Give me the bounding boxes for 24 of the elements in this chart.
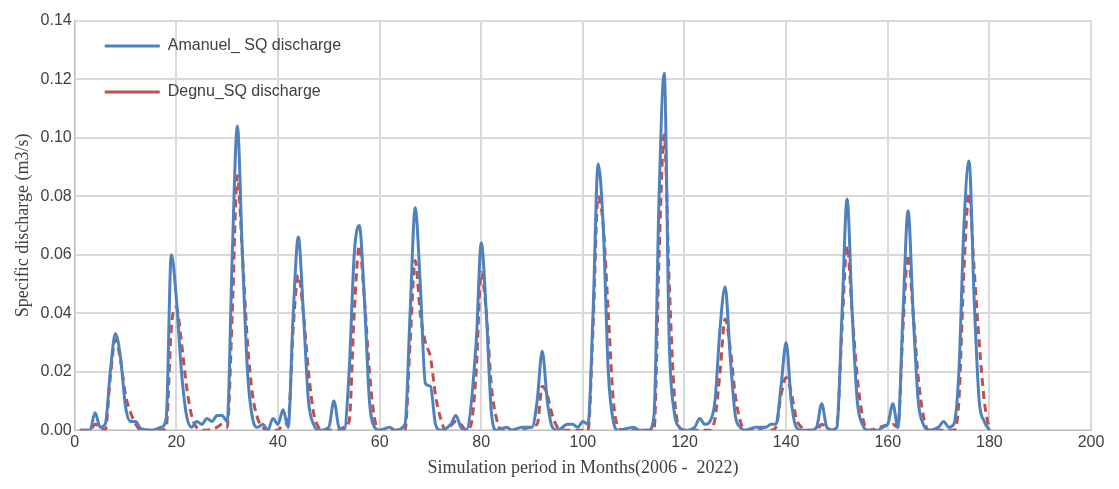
x-tick-label: 40 — [269, 433, 287, 451]
legend-label: Degnu_SQ discharge — [167, 82, 321, 101]
y-tick-label: 0.00 — [40, 420, 72, 438]
x-tick-label: 0 — [70, 433, 80, 451]
y-axis-title: Specific discharge (m3/s) — [11, 133, 33, 318]
x-tick-label: 160 — [874, 433, 902, 451]
y-tick-label: 0.12 — [40, 69, 72, 87]
x-tick-label: 60 — [370, 433, 389, 451]
x-tick-label: 80 — [472, 433, 491, 451]
x-tick-label: 200 — [1077, 433, 1105, 451]
y-tick-label: 0.10 — [40, 128, 72, 146]
x-tick-label: 20 — [167, 433, 186, 451]
x-tick-label: 120 — [671, 433, 698, 451]
x-tick-label: 100 — [569, 433, 597, 451]
y-tick-label: 0.06 — [40, 245, 72, 263]
y-tick-label: 0.14 — [40, 11, 72, 29]
x-axis-title: Simulation period in Months(2006 - 2022) — [427, 456, 739, 478]
y-tick-label: 0.08 — [40, 186, 72, 204]
x-tick-label: 140 — [772, 433, 800, 451]
x-tick-label: 180 — [976, 433, 1003, 451]
y-tick-label: 0.02 — [40, 362, 72, 380]
line-series — [78, 71, 991, 431]
legend-label: Amanuel_ SQ discharge — [167, 36, 342, 55]
y-tick-label: 0.04 — [40, 303, 72, 321]
